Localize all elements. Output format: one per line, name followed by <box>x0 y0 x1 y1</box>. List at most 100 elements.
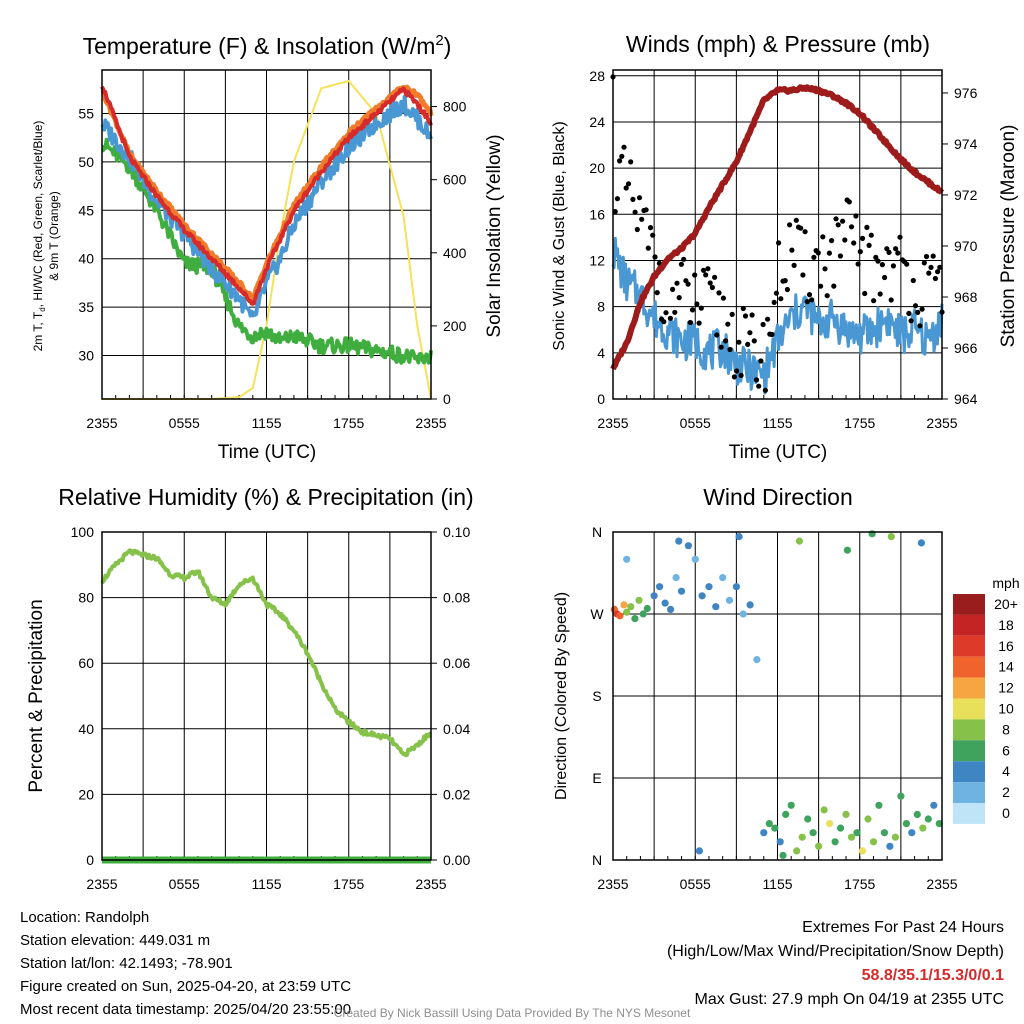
y-tick-label-right: 964 <box>954 391 978 407</box>
plot-border <box>612 69 943 400</box>
direction-point <box>616 612 624 620</box>
y-tick-label-right: 974 <box>954 136 978 152</box>
direction-point <box>631 615 639 623</box>
gust-point <box>623 185 629 191</box>
gust-point <box>709 284 716 291</box>
direction-point <box>735 533 743 541</box>
direction-point <box>864 815 872 823</box>
x-tick-label: 1755 <box>844 876 875 892</box>
direction-point <box>698 592 706 600</box>
direction-point <box>627 603 635 611</box>
gust-point <box>782 278 788 284</box>
gust-point <box>632 209 638 215</box>
legend-swatch <box>953 803 985 824</box>
gust-point <box>756 383 762 389</box>
direction-tick-label: W <box>590 606 604 622</box>
direction-point <box>880 829 889 837</box>
direction-point <box>782 810 790 819</box>
gust-point <box>897 234 903 240</box>
gust-point <box>652 254 658 260</box>
gust-point <box>842 237 848 243</box>
gust-point <box>771 299 777 305</box>
gust-point <box>926 270 932 276</box>
direction-point <box>620 601 628 609</box>
gust-point <box>753 377 760 383</box>
wind-line <box>611 236 944 395</box>
extremes-title: Extremes For Past 24 Hours <box>802 919 1004 936</box>
direction-point <box>705 583 713 591</box>
legend-label: 16 <box>998 638 1014 654</box>
gust-point <box>696 320 702 326</box>
y-tick-label-right: 970 <box>954 238 978 254</box>
gust-point <box>694 301 700 307</box>
chart-title: Winds (mph) & Pressure (mb) <box>626 31 930 57</box>
legend-title: mph <box>992 575 1019 591</box>
gust-point <box>776 240 782 246</box>
gust-point <box>714 332 720 338</box>
x-tick-label: 2355 <box>86 876 117 892</box>
gust-point <box>811 254 817 260</box>
gust-point <box>731 374 738 380</box>
y-axis-label-right: Solar Insolation (Yellow) <box>484 134 505 337</box>
direction-point <box>643 604 651 613</box>
legend-swatch <box>953 677 985 699</box>
gust-point <box>727 346 733 353</box>
gust-point <box>840 218 846 224</box>
gust-point <box>888 297 894 303</box>
gust-point <box>829 238 835 244</box>
gust-point <box>670 286 676 292</box>
x-tick-label: 2355 <box>86 415 117 431</box>
direction-point <box>924 815 932 823</box>
chart-title: Temperature (F) & Insolation (W/m2) <box>83 32 452 59</box>
gust-point <box>857 249 863 255</box>
gust-point <box>930 253 936 259</box>
gust-point <box>720 295 727 301</box>
gust-point <box>822 266 828 272</box>
gust-point <box>818 283 824 289</box>
gust-point <box>625 181 632 187</box>
direction-point <box>913 810 921 819</box>
direction-tick-label: E <box>592 770 601 786</box>
gust-point <box>700 267 707 273</box>
gust-point <box>740 305 746 312</box>
gust-point <box>636 195 643 201</box>
gust-point <box>751 338 757 344</box>
gust-point <box>928 264 934 270</box>
gust-point <box>837 253 844 259</box>
direction-point <box>930 801 938 809</box>
gust-point <box>846 199 852 205</box>
direction-point <box>765 820 773 828</box>
direction-point <box>712 603 720 611</box>
gust-point <box>703 272 709 278</box>
x-tick-label: 1755 <box>333 876 364 892</box>
gust-point <box>705 266 711 272</box>
gust-point <box>707 280 713 286</box>
legend-label: 18 <box>998 617 1014 633</box>
gust-point <box>893 246 899 252</box>
y-tick-label-left: 20 <box>589 160 605 176</box>
direction-point <box>760 829 768 837</box>
y-tick-label-left: 12 <box>589 252 605 268</box>
direction-point <box>725 596 734 604</box>
y-tick-label-left: 30 <box>78 347 94 363</box>
x-tick-label: 0555 <box>169 415 200 431</box>
direction-point <box>739 610 747 618</box>
gust-point <box>643 207 649 213</box>
y-tick-label-right: 400 <box>443 245 467 261</box>
gust-point <box>689 307 696 313</box>
direction-point <box>635 596 643 604</box>
x-tick-label: 0555 <box>680 415 711 431</box>
gust-point <box>800 272 806 278</box>
elevation-text: Station elevation: 449.031 m <box>20 932 211 949</box>
y-tick-label-left: 24 <box>589 114 605 130</box>
y-tick-label-left: 35 <box>78 299 94 315</box>
recent-text: Most recent data timestamp: 2025/04/20 2… <box>20 1001 352 1018</box>
latlon-text: Station lat/lon: 42.1493; -78.901 <box>20 955 233 972</box>
direction-point <box>908 829 916 837</box>
y-tick-label-left: 45 <box>78 202 94 218</box>
direction-point <box>746 601 754 609</box>
gust-point <box>687 319 693 326</box>
gust-point <box>855 261 861 267</box>
dewpoint-line <box>101 137 433 365</box>
